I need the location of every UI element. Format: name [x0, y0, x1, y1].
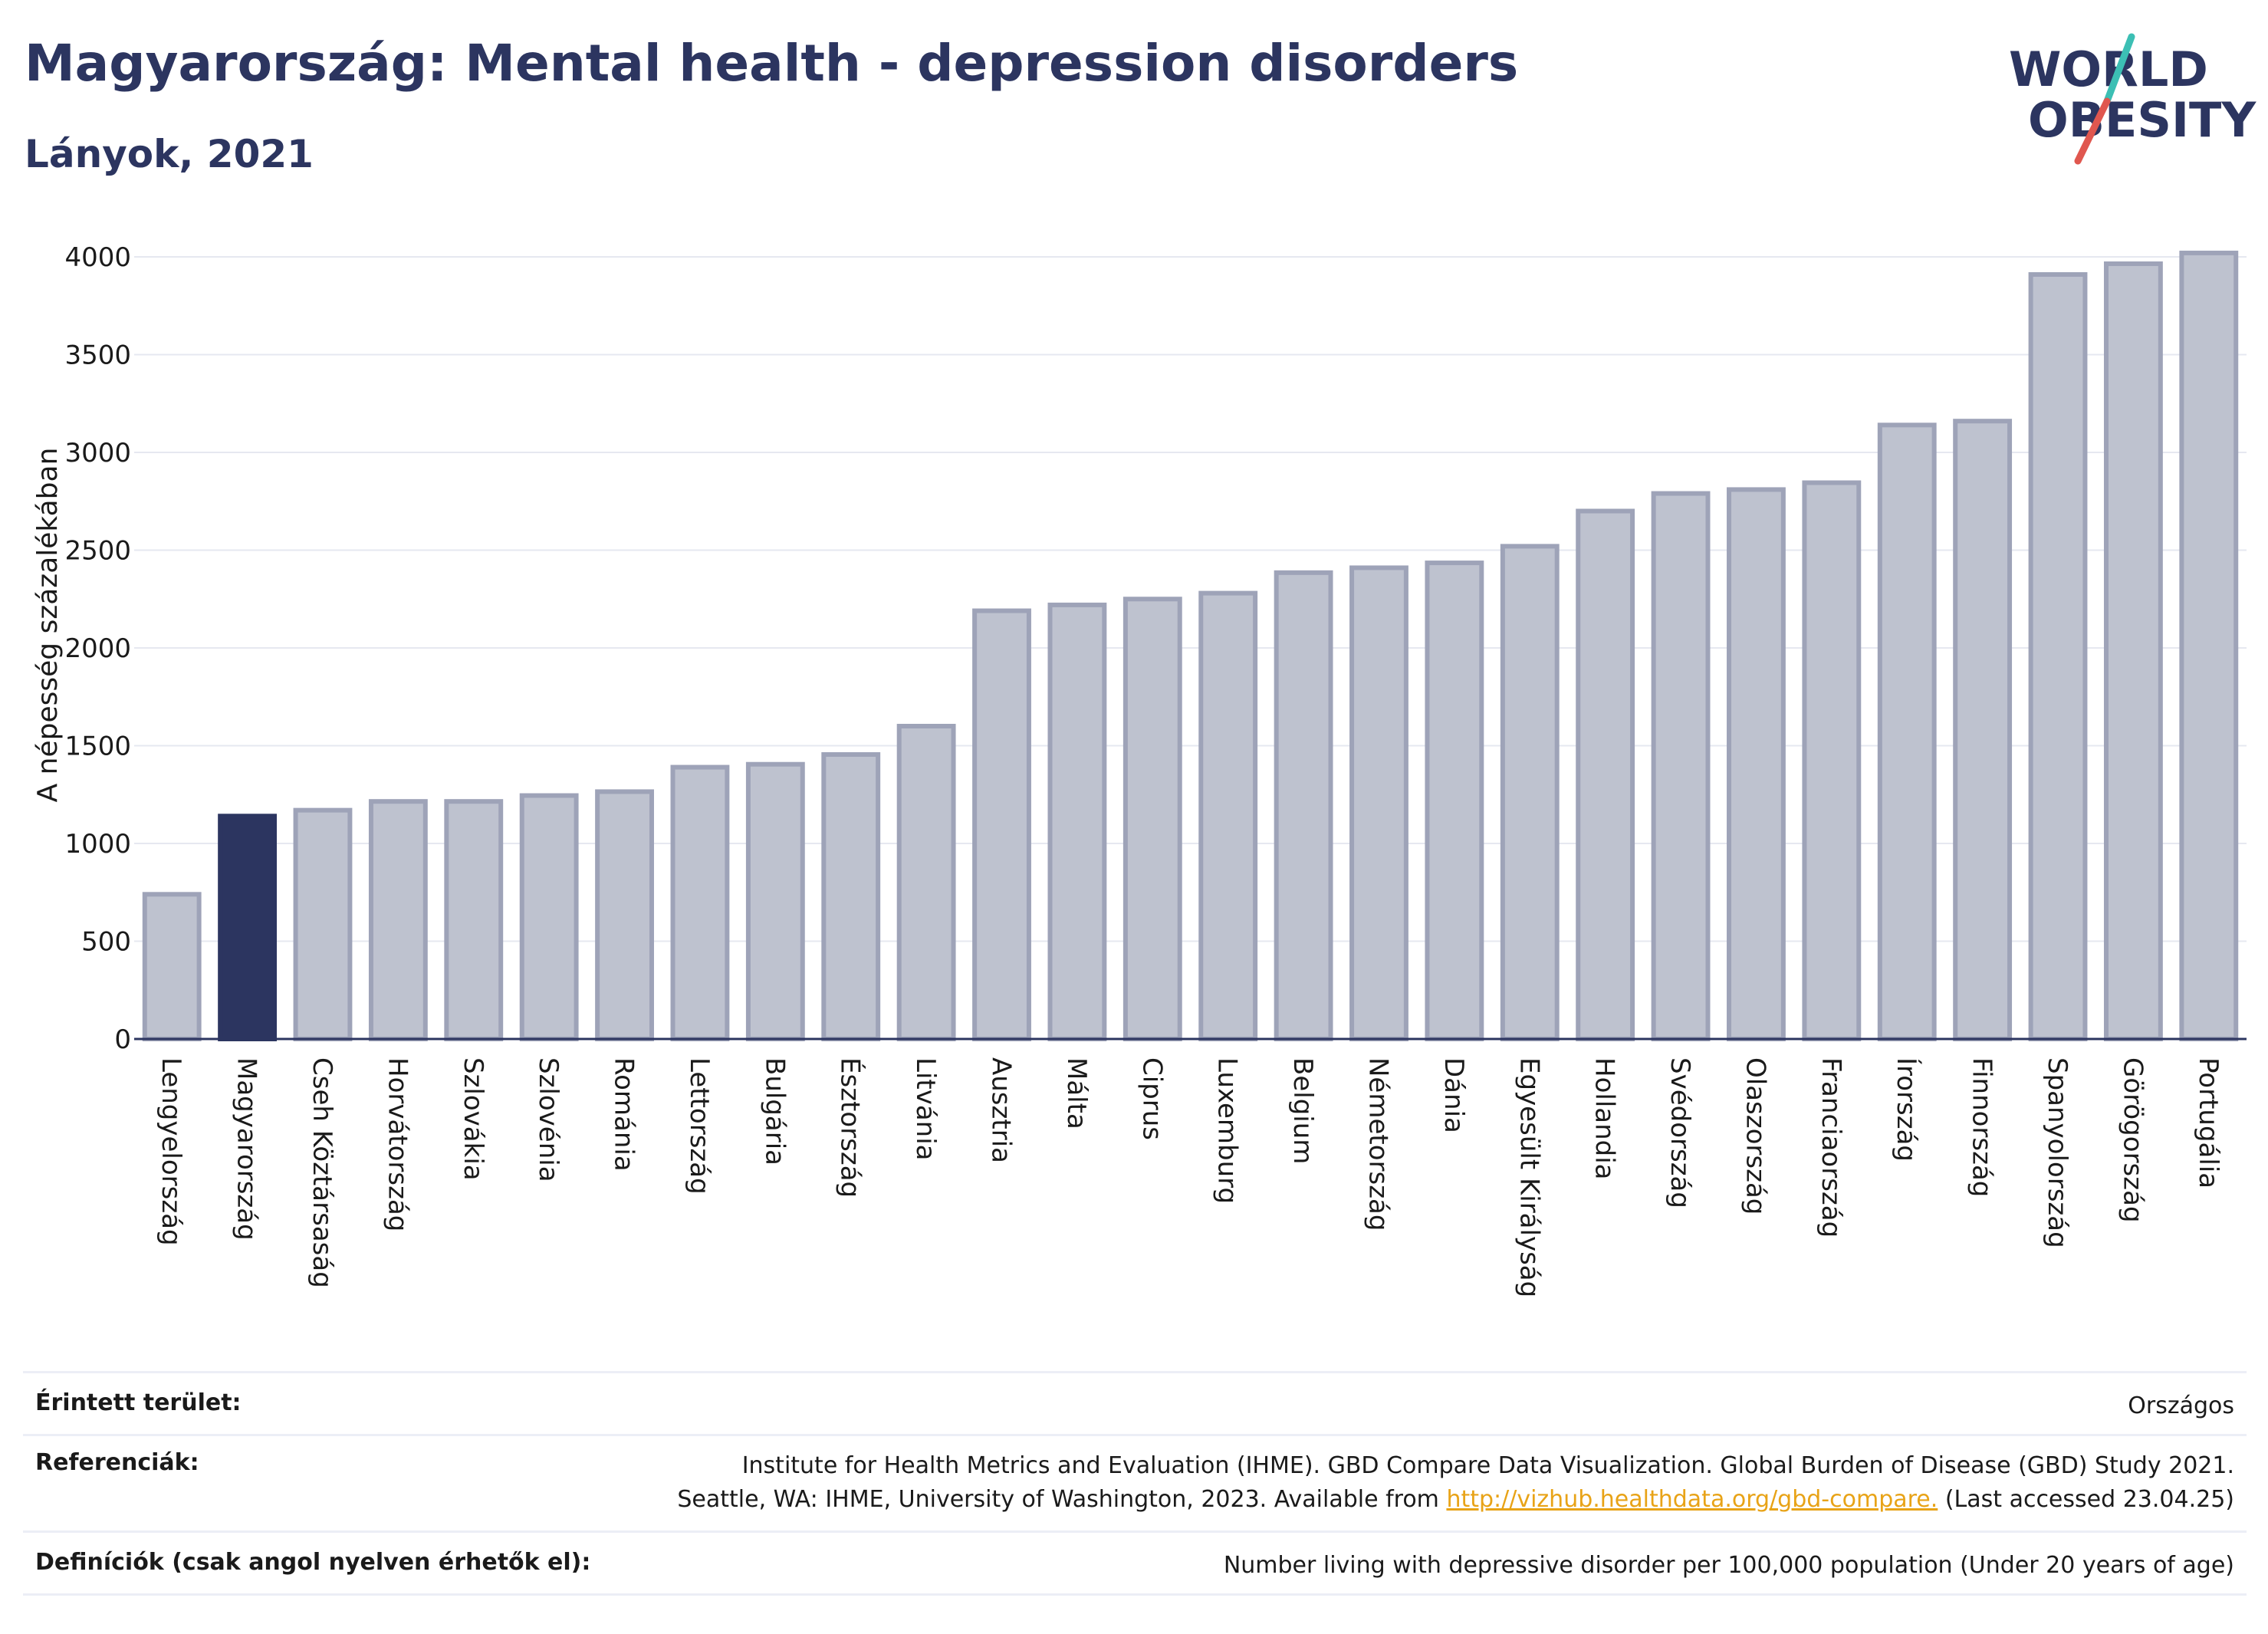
- bar-Ausztria: [972, 608, 1031, 1041]
- y-tick-label: 3500: [64, 340, 131, 371]
- bar-Svédország: [1651, 491, 1711, 1041]
- x-tick-label: Görögország: [2117, 1057, 2148, 1223]
- x-tick-label: Svédország: [1665, 1057, 1695, 1208]
- logo-text-obesity: OBESITY: [2028, 92, 2256, 148]
- x-tick-label: Franciaország: [1816, 1057, 1846, 1238]
- references-line-2-pre: Seattle, WA: IHME, University of Washing…: [677, 1486, 1447, 1513]
- bar-Portugália: [2179, 250, 2239, 1041]
- bar-Olaszország: [1727, 487, 1786, 1041]
- y-tick-label: 1500: [64, 732, 131, 762]
- bar-Írország: [1877, 422, 1937, 1041]
- x-tick-label: Cseh Köztársaság: [307, 1057, 337, 1288]
- footer-divider-bottom: [23, 1593, 2247, 1596]
- x-tick-label: Belgium: [1287, 1057, 1318, 1164]
- bar-Görögország: [2103, 261, 2163, 1041]
- x-tick-label: Hollandia: [1589, 1057, 1620, 1180]
- x-tick-label: Egyesült Királyság: [1514, 1057, 1544, 1297]
- references-line-2-post: (Last accessed 23.04.25): [1938, 1486, 2234, 1513]
- y-axis-ticks: 0 500 1000 1500 2000 2500 3000 3500 4000: [64, 242, 131, 1055]
- references-line-2: Seattle, WA: IHME, University of Washing…: [677, 1483, 2234, 1517]
- bar-Finnország: [1953, 419, 2013, 1041]
- bar-Luxemburg: [1198, 590, 1258, 1041]
- x-tick-label: Litvánia: [910, 1057, 941, 1161]
- x-tick-label: Lengyelország: [156, 1057, 186, 1246]
- logo-slash-teal: [2103, 33, 2135, 105]
- x-tick-label: Dánia: [1438, 1057, 1469, 1133]
- x-tick-label: Észtország: [835, 1057, 866, 1198]
- x-tick-label: Ciprus: [1136, 1057, 1167, 1140]
- y-tick-label: 500: [81, 927, 131, 958]
- x-axis-ticks: Lengyelország Magyarország Cseh Köztársasá…: [156, 1057, 2224, 1297]
- y-tick-label: 1000: [64, 829, 131, 860]
- x-tick-label: Románia: [609, 1057, 639, 1172]
- bar-Bulgária: [745, 761, 805, 1041]
- y-tick-label: 0: [114, 1024, 131, 1055]
- bar-Franciaország: [1802, 480, 1862, 1041]
- x-tick-label: Magyarország: [232, 1057, 262, 1241]
- footer-divider-1: [23, 1434, 2247, 1436]
- bar-Dánia: [1425, 561, 1484, 1041]
- bar-Lengyelország: [142, 892, 202, 1042]
- references-label: Referenciák:: [35, 1449, 199, 1476]
- footer-divider-top: [23, 1371, 2247, 1373]
- x-tick-label: Luxemburg: [1212, 1057, 1243, 1204]
- references-link[interactable]: http://vizhub.healthdata.org/gbd-compare…: [1446, 1486, 1938, 1513]
- bar-Cseh Köztársaság: [293, 807, 353, 1042]
- bar-Hollandia: [1576, 508, 1635, 1041]
- definitions-value: Number living with depressive disorder p…: [1223, 1552, 2234, 1579]
- x-tick-label: Németország: [1362, 1057, 1393, 1231]
- world-obesity-logo: WORLD OBESITY: [2009, 33, 2256, 165]
- bar-Málta: [1047, 602, 1107, 1041]
- y-tick-label: 4000: [64, 242, 131, 273]
- bar-Szlovákia: [444, 799, 504, 1042]
- definitions-label: Definíciók (csak angol nyelven érhetők e…: [35, 1549, 591, 1576]
- bar-Ciprus: [1122, 597, 1182, 1041]
- bar-Litvánia: [896, 724, 956, 1041]
- x-tick-label: Olaszország: [1740, 1057, 1770, 1215]
- x-tick-label: Málta: [1061, 1057, 1092, 1129]
- area-label: Érintett terület:: [35, 1389, 242, 1416]
- y-tick-label: 2500: [64, 536, 131, 567]
- bar-chart: 0 500 1000 1500 2000 2500 3000 3500 4000 Lengyel…: [32, 242, 2247, 1297]
- x-tick-label: Spanyolország: [2042, 1057, 2072, 1248]
- y-axis-label: A népesség százalékában: [32, 448, 64, 803]
- bar-Románia: [595, 789, 654, 1042]
- x-tick-label: Horvátország: [382, 1057, 413, 1231]
- y-tick-label: 3000: [64, 438, 131, 469]
- y-tick-label: 2000: [64, 633, 131, 664]
- bars: [142, 250, 2239, 1042]
- x-tick-label: Szlovénia: [533, 1057, 564, 1182]
- bar-Magyarország: [218, 814, 278, 1042]
- x-tick-label: Szlovákia: [458, 1057, 488, 1181]
- x-tick-label: Bulgária: [759, 1057, 790, 1165]
- x-tick-label: Portugália: [2193, 1057, 2224, 1189]
- bar-Szlovénia: [519, 793, 579, 1042]
- bar-Belgium: [1274, 570, 1333, 1041]
- x-tick-label: Ausztria: [986, 1057, 1017, 1163]
- bar-Németország: [1349, 565, 1408, 1041]
- logo-slash-red: [2074, 97, 2111, 165]
- bar-Spanyolország: [2028, 271, 2088, 1041]
- references-line-1: Institute for Health Metrics and Evaluat…: [741, 1452, 2234, 1479]
- chart-subtitle: Lányok, 2021: [25, 132, 314, 176]
- footer-divider-2: [23, 1530, 2247, 1533]
- references-value: Institute for Health Metrics and Evaluat…: [677, 1449, 2234, 1517]
- x-tick-label: Lettország: [684, 1057, 715, 1195]
- x-tick-label: Finnország: [1967, 1057, 1997, 1197]
- chart-title: Magyarország: Mental health - depression…: [25, 34, 1519, 93]
- bar-Horvátország: [368, 799, 428, 1042]
- x-tick-label: Írország: [1891, 1057, 1922, 1162]
- area-value: Országos: [2128, 1392, 2234, 1419]
- bar-Egyesült Királyság: [1500, 544, 1560, 1041]
- bar-Lettország: [670, 764, 730, 1041]
- bar-Észtország: [821, 751, 881, 1041]
